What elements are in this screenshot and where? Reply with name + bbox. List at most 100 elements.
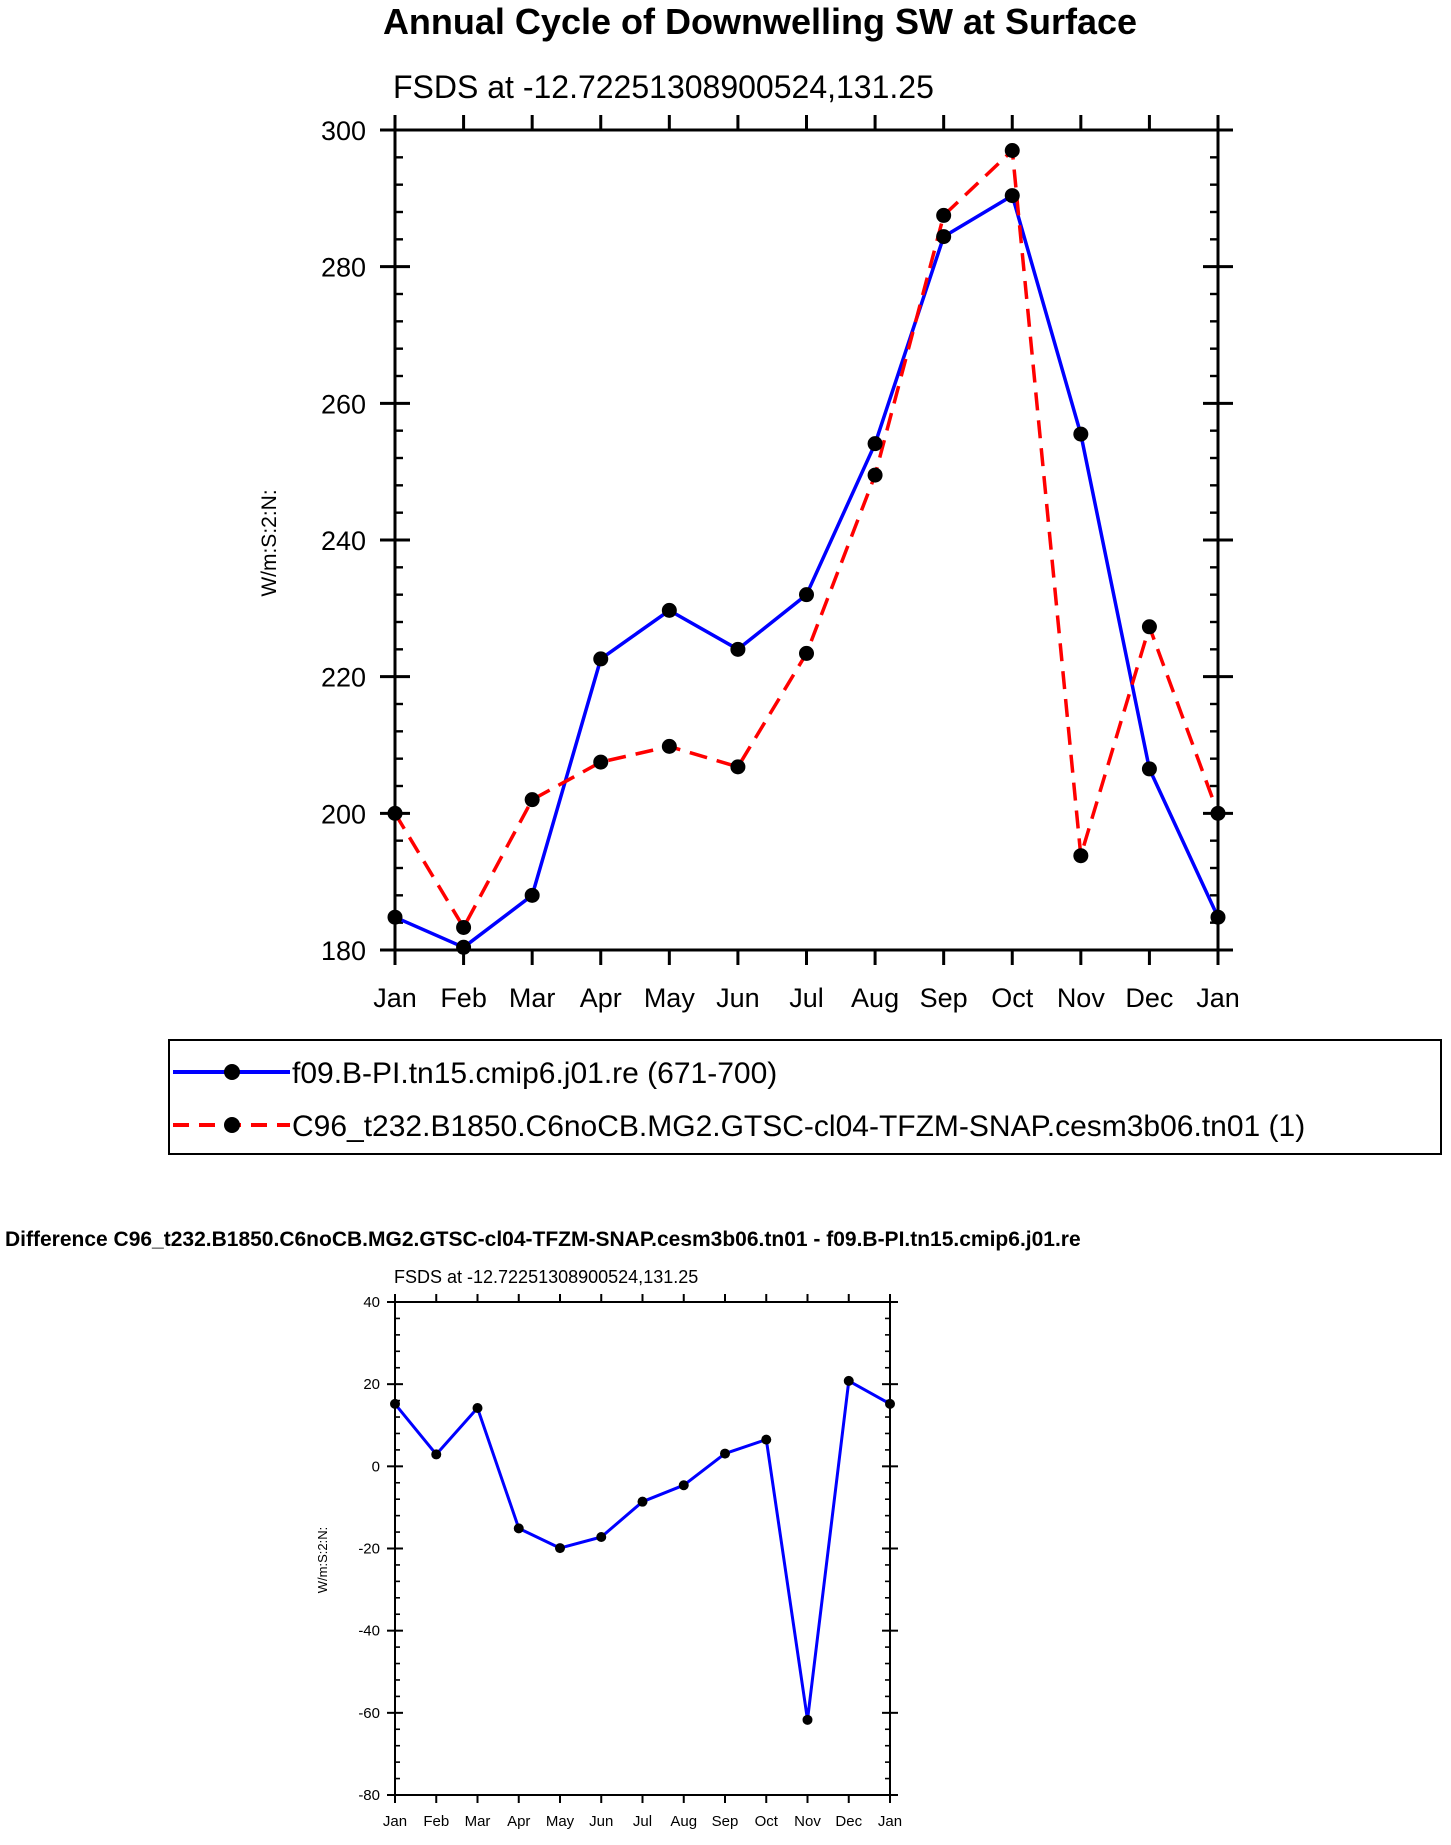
x-tick-label: Jun [589, 1813, 613, 1830]
y-tick-label: 180 [321, 936, 366, 966]
x-tick-label: Mar [509, 983, 556, 1013]
legend-marker-series-1 [224, 1064, 240, 1080]
series-2-marker [593, 754, 609, 770]
y-tick-label: 40 [363, 1294, 380, 1311]
series-1-marker [596, 1531, 607, 1542]
x-tick-label: May [644, 983, 696, 1013]
legend-box [168, 1039, 1442, 1155]
series-1-marker [730, 641, 746, 657]
x-tick-label: Feb [440, 983, 487, 1013]
y-tick-label: 220 [321, 663, 366, 693]
difference-title: Difference C96_t232.B1850.C6noCB.MG2.GTS… [5, 1228, 1081, 1251]
x-tick-label: Dec [1125, 983, 1173, 1013]
series-2-marker [387, 805, 403, 821]
x-tick-label: Jul [633, 1813, 652, 1830]
x-tick-label: Mar [465, 1813, 491, 1830]
y-tick-label: 0 [372, 1458, 380, 1475]
series-1-marker [936, 229, 952, 245]
series-2-marker [1004, 143, 1020, 158]
axis-ticks [380, 115, 1233, 965]
legend-label-series-1: f09.B-PI.tn15.cmip6.j01.re (671-700) [292, 1057, 777, 1090]
series-1-marker [761, 1434, 772, 1445]
series-1-marker [431, 1449, 442, 1460]
series-1-marker [802, 1714, 813, 1725]
x-tick-label: Jan [1196, 983, 1240, 1013]
series-2-marker [799, 645, 814, 661]
series-line-1 [394, 193, 1220, 950]
x-tick-label: Apr [507, 1813, 530, 1830]
y-tick-label: -80 [358, 1787, 380, 1804]
chart-subtitle: FSDS at -12.72251308900524,131.25 [393, 69, 934, 105]
series-line-1 [393, 1379, 891, 1722]
y-tick-labels: 180 200 220 240 260 280 300 [321, 116, 366, 966]
series-1-marker [390, 1398, 400, 1409]
series-2-marker [1073, 848, 1089, 864]
difference-chart: Difference C96_t232.B1850.C6noCB.MG2.GTS… [5, 1228, 1081, 1830]
series-1-marker [720, 1448, 730, 1459]
series-1-marker [456, 939, 472, 955]
x-tick-label: Feb [423, 1813, 449, 1830]
x-tick-label: Jun [716, 983, 760, 1013]
x-tick-label: Aug [851, 983, 899, 1013]
series-2-marker [936, 207, 952, 223]
series-line-2 [393, 148, 1220, 930]
series-2-marker [1210, 805, 1226, 821]
series-1-marker [867, 436, 883, 452]
x-tick-label: Jan [383, 1813, 407, 1830]
x-tick-label: Sep [712, 1813, 739, 1830]
y-tick-label: 240 [321, 526, 366, 556]
legend-label-series-2: C96_t232.B1850.C6noCB.MG2.GTSC-cl04-TFZM… [292, 1110, 1305, 1143]
series-1-marker [513, 1523, 524, 1534]
x-tick-label: Aug [670, 1813, 697, 1830]
series-1-marker [593, 651, 609, 667]
difference-y-axis-label: W/m:S:2:N: [315, 1527, 330, 1593]
x-tick-label: Nov [1057, 983, 1106, 1013]
series-2-marker [730, 759, 746, 775]
x-tick-label: Jan [878, 1813, 902, 1830]
series-2-marker [661, 738, 677, 754]
difference-subtitle: FSDS at -12.72251308900524,131.25 [394, 1267, 698, 1287]
y-axis-label: W/m:S:2:N: [258, 489, 281, 596]
x-tick-label: Oct [755, 1813, 779, 1830]
y-tick-label: 20 [363, 1376, 380, 1393]
y-tick-label: -60 [358, 1705, 380, 1722]
y-tick-label: 200 [321, 799, 366, 829]
series-2-marker [524, 792, 540, 808]
series-2-marker [456, 919, 472, 935]
y-tick-label: -40 [358, 1623, 380, 1640]
legend-marker-series-2 [224, 1117, 240, 1133]
plot-frame [393, 128, 1220, 952]
y-tick-label: 260 [321, 389, 366, 419]
x-tick-label: Oct [991, 983, 1034, 1013]
series-1-marker [885, 1398, 895, 1409]
series-1-marker [1004, 188, 1020, 204]
chart-title: Annual Cycle of Downwelling SW at Surfac… [383, 1, 1137, 42]
x-tick-label: Apr [580, 983, 622, 1013]
series-1-marker [524, 887, 540, 903]
series-layer [387, 143, 1226, 955]
difference-plot-frame [394, 1301, 891, 1796]
series-1-marker [1073, 426, 1089, 442]
difference-axis-ticks [387, 1294, 898, 1803]
legend: f09.B-PI.tn15.cmip6.j01.re (671-700) C96… [168, 1039, 1442, 1155]
x-tick-label: Jul [789, 983, 824, 1013]
x-tick-label: May [546, 1813, 575, 1830]
series-1-marker [661, 602, 677, 618]
x-tick-label: Sep [920, 983, 968, 1013]
x-tick-label: Nov [794, 1813, 821, 1830]
x-tick-label: Dec [835, 1813, 862, 1830]
series-2-marker [1141, 619, 1157, 635]
series-1-marker [843, 1375, 854, 1386]
y-tick-label: -20 [358, 1541, 380, 1558]
series-1-marker [472, 1402, 483, 1413]
y-tick-label: 280 [321, 253, 366, 283]
x-tick-label: Jan [373, 983, 417, 1013]
x-tick-labels: Jan Feb Mar Apr May Jun Jul Aug Sep Oct Nov Dec Jan [373, 983, 1240, 1013]
series-1-marker [387, 909, 403, 925]
series-1-marker [1210, 909, 1226, 925]
y-tick-label: 300 [321, 116, 366, 146]
difference-y-tick-labels: -80 -60 -40 -20 0 20 40 [358, 1294, 380, 1804]
series-1-marker [799, 587, 814, 603]
series-1-marker [678, 1480, 689, 1491]
